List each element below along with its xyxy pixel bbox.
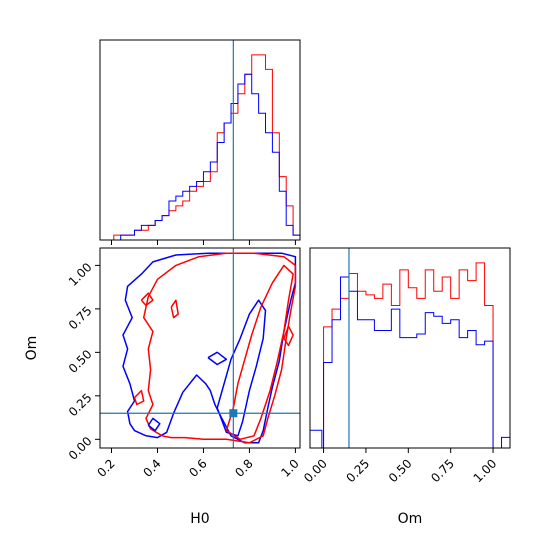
x-tick-label: 0.25: [343, 456, 372, 485]
y-tick-label: 1.00: [66, 260, 95, 289]
om-histogram-panel: 0.00 0.25 0.50 0.75 1.00 Om: [301, 247, 511, 527]
axes-frame: [99, 247, 301, 449]
y-tick-label: 0.00: [66, 434, 95, 463]
red-histogram-series: [310, 262, 510, 449]
axes-frame: [309, 247, 511, 449]
red-histogram-series: [100, 54, 301, 241]
blue-contour-inner: [216, 299, 267, 437]
truth-marker: [229, 409, 238, 418]
y-tick-label: 0.50: [66, 347, 95, 376]
x-axis-label: Om: [398, 511, 423, 527]
y-tick-label: 0.25: [66, 391, 95, 420]
red-contour-island: [170, 299, 179, 319]
x-tick-label: 0.6: [186, 456, 209, 479]
x-tick-label: 0.50: [386, 456, 415, 485]
contour-lines: [122, 252, 297, 444]
x-tick-label: 1.0: [278, 456, 301, 479]
y-axis-label: Om: [24, 336, 40, 361]
axes-frame: [99, 39, 301, 241]
x-tick-label: 0.4: [140, 456, 163, 479]
red-contour-island: [140, 292, 154, 307]
x-axis-label: H0: [190, 511, 209, 527]
h0-histogram-panel: [99, 39, 301, 245]
x-tick-label: 0.2: [94, 456, 117, 479]
x-tick-label: 1.00: [471, 456, 500, 485]
blue-contour-island: [207, 351, 228, 366]
x-tick-label: 0.75: [428, 456, 457, 485]
blue-histogram-series: [100, 73, 301, 241]
red-contour-island: [133, 389, 145, 406]
red-contour-outer: [142, 252, 297, 444]
blue-histogram-series: [309, 276, 511, 449]
red-contour-island: [283, 325, 294, 347]
x-tick-label: 0.8: [232, 456, 255, 479]
y-tick-label: 0.75: [66, 304, 95, 333]
blue-contour-island: [147, 417, 161, 432]
h0-om-contour-panel: 0.2 0.4 0.6 0.8 1.0 0.00 0.25 0.50 0.75 1.00 H0 Om: [24, 247, 302, 527]
x-tick-label: 0.00: [301, 456, 330, 485]
red-contour-inner: [225, 264, 294, 441]
